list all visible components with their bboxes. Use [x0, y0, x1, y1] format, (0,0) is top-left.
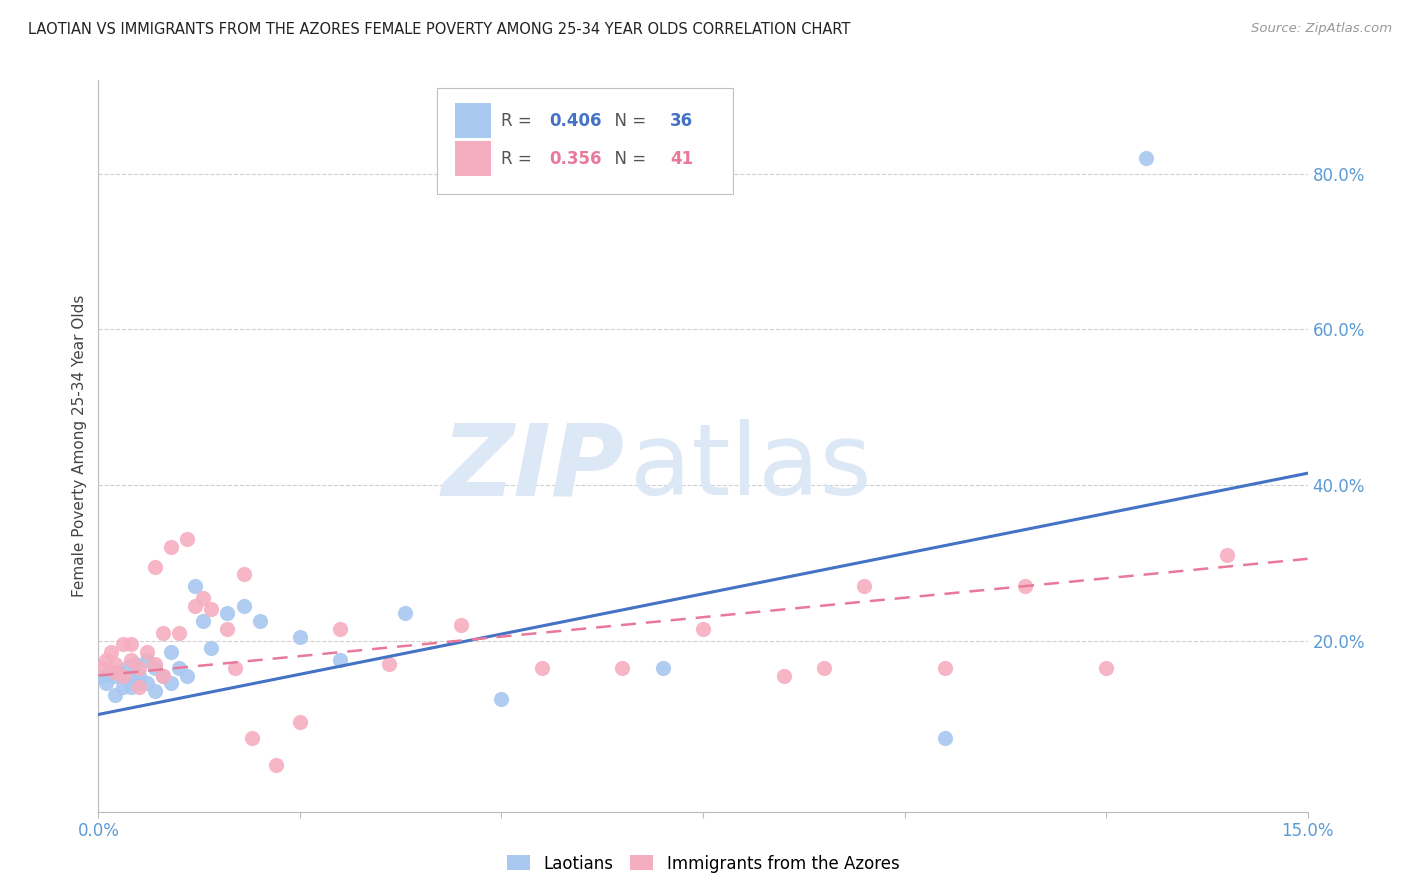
Point: [530, 661, 553, 675]
Point: [128, 676, 150, 690]
Point: [111, 668, 134, 682]
Point: [143, 559, 166, 574]
Point: [143, 684, 166, 698]
Point: [934, 661, 956, 675]
Point: [152, 668, 174, 682]
Point: [100, 645, 122, 659]
Point: [450, 618, 472, 632]
Point: [651, 661, 673, 675]
Point: [232, 567, 254, 582]
Point: [160, 676, 183, 690]
Point: [288, 630, 311, 644]
Point: [143, 657, 166, 671]
FancyBboxPatch shape: [437, 87, 734, 194]
Point: [193, 591, 215, 605]
Text: atlas: atlas: [630, 419, 872, 516]
Point: [240, 731, 263, 745]
Point: [394, 607, 416, 621]
Point: [167, 661, 190, 675]
Text: 0.356: 0.356: [550, 150, 602, 168]
Point: [120, 668, 142, 682]
Text: ZIP: ZIP: [441, 419, 624, 516]
Point: [160, 540, 183, 554]
Point: [193, 614, 215, 628]
Point: [692, 622, 714, 636]
Point: [184, 579, 207, 593]
Point: [107, 665, 129, 679]
Point: [934, 731, 956, 745]
Bar: [456, 103, 492, 138]
Point: [224, 661, 246, 675]
Point: [135, 653, 157, 667]
Point: [377, 657, 399, 671]
Point: [120, 637, 142, 651]
Point: [96, 653, 118, 667]
Point: [160, 645, 183, 659]
Point: [288, 715, 311, 730]
Point: [103, 688, 125, 702]
Bar: [456, 141, 492, 176]
Text: LAOTIAN VS IMMIGRANTS FROM THE AZORES FEMALE POVERTY AMONG 25-34 YEAR OLDS CORRE: LAOTIAN VS IMMIGRANTS FROM THE AZORES FE…: [28, 22, 851, 37]
Point: [124, 657, 146, 671]
Point: [1135, 151, 1157, 165]
Point: [167, 625, 190, 640]
Point: [91, 668, 114, 682]
Point: [217, 607, 239, 621]
Point: [128, 661, 150, 675]
Text: N =: N =: [603, 112, 651, 129]
Point: [176, 533, 198, 547]
Point: [91, 661, 114, 675]
Point: [115, 661, 138, 675]
Point: [120, 653, 142, 667]
Text: 36: 36: [671, 112, 693, 129]
Point: [232, 599, 254, 613]
Text: 0.406: 0.406: [550, 112, 602, 129]
Point: [152, 668, 174, 682]
Point: [96, 676, 118, 690]
Legend: Laotians, Immigrants from the Azores: Laotians, Immigrants from the Azores: [501, 848, 905, 880]
Point: [128, 680, 150, 694]
Point: [853, 579, 876, 593]
Point: [200, 641, 222, 656]
Text: R =: R =: [501, 150, 537, 168]
Point: [143, 661, 166, 675]
Text: N =: N =: [603, 150, 651, 168]
Point: [813, 661, 835, 675]
Point: [100, 665, 122, 679]
Point: [1216, 548, 1239, 562]
Point: [249, 614, 271, 628]
Text: 41: 41: [671, 150, 693, 168]
Point: [152, 625, 174, 640]
Point: [1014, 579, 1036, 593]
Point: [135, 676, 157, 690]
Point: [111, 637, 134, 651]
Point: [103, 665, 125, 679]
Point: [772, 668, 794, 682]
Point: [612, 661, 634, 675]
Point: [128, 668, 150, 682]
Point: [184, 599, 207, 613]
Point: [217, 622, 239, 636]
Point: [329, 622, 352, 636]
Point: [200, 602, 222, 616]
Point: [135, 645, 157, 659]
Point: [329, 653, 352, 667]
Point: [176, 668, 198, 682]
Point: [1095, 661, 1118, 675]
Point: [120, 680, 142, 694]
Text: Source: ZipAtlas.com: Source: ZipAtlas.com: [1251, 22, 1392, 36]
Text: R =: R =: [501, 112, 537, 129]
Point: [491, 692, 513, 706]
Y-axis label: Female Poverty Among 25-34 Year Olds: Female Poverty Among 25-34 Year Olds: [72, 295, 87, 597]
Point: [264, 758, 287, 772]
Point: [103, 668, 125, 682]
Point: [111, 680, 134, 694]
Point: [111, 668, 134, 682]
Point: [103, 657, 125, 671]
